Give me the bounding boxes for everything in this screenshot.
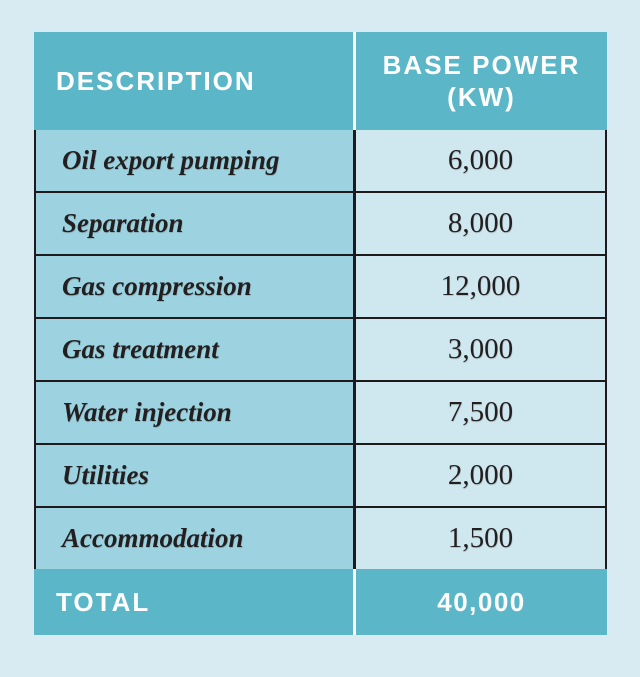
total-value: 40,000 [437,586,526,617]
row-value: 7,500 [356,382,605,443]
row-value: 12,000 [356,256,605,317]
table-row: Accommodation 1,500 [36,508,605,569]
row-description: Accommodation [36,508,356,569]
table-total-row: TOTAL 40,000 [34,569,607,635]
table-row: Gas treatment 3,000 [36,319,605,382]
header-column-divider [353,32,356,130]
row-description: Gas treatment [36,319,356,380]
header-base-power-cell: BASE POWER (KW) [356,32,607,130]
table-row: Utilities 2,000 [36,445,605,508]
row-value: 6,000 [356,130,605,191]
row-description: Gas compression [36,256,356,317]
row-value: 1,500 [356,508,605,569]
total-column-divider [353,569,356,635]
row-value: 3,000 [356,319,605,380]
base-power-table: DESCRIPTION BASE POWER (KW) Oil export p… [34,32,607,635]
row-description: Separation [36,193,356,254]
table-row: Water injection 7,500 [36,382,605,445]
table-row: Separation 8,000 [36,193,605,256]
row-description: Oil export pumping [36,130,356,191]
header-base-power: BASE POWER (KW) [382,49,581,113]
row-value: 2,000 [356,445,605,506]
row-description: Water injection [36,382,356,443]
total-label: TOTAL [56,586,151,617]
table-row: Gas compression 12,000 [36,256,605,319]
row-description: Utilities [36,445,356,506]
row-value: 8,000 [356,193,605,254]
table-row: Oil export pumping 6,000 [36,130,605,193]
table-header-row: DESCRIPTION BASE POWER (KW) [34,32,607,130]
header-description: DESCRIPTION [56,65,256,96]
table-body: Oil export pumping 6,000 Separation 8,00… [34,130,607,569]
